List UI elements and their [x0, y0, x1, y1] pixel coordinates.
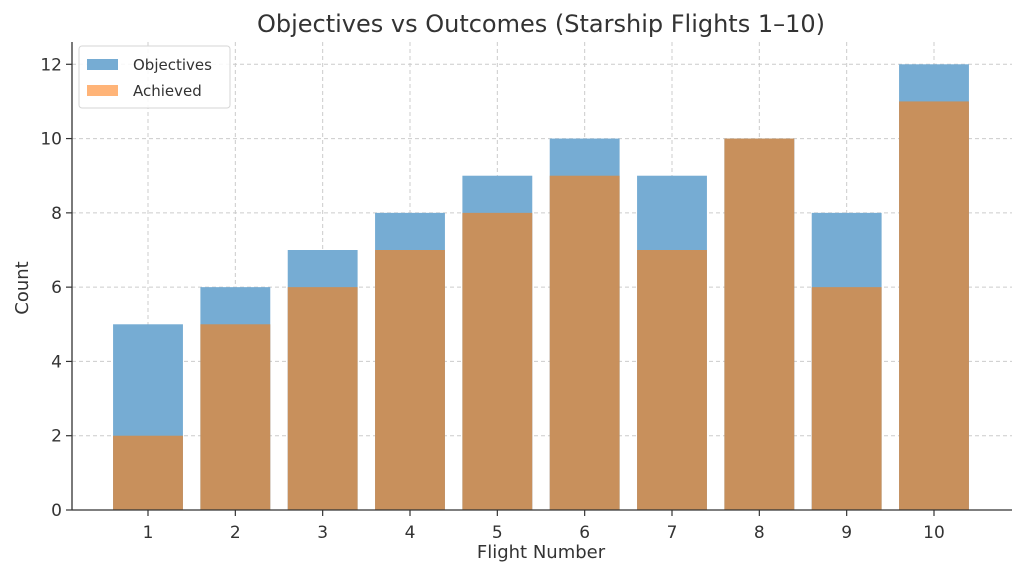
y-tick-label: 10: [40, 130, 62, 150]
y-tick-label: 12: [40, 55, 62, 75]
bar-achieved: [113, 435, 183, 510]
legend-label-achieved: Achieved: [133, 82, 202, 100]
chart-title: Objectives vs Outcomes (Starship Flights…: [257, 10, 825, 38]
x-tick-label: 1: [143, 523, 154, 543]
x-tick-label: 8: [754, 523, 765, 543]
y-tick-label: 4: [51, 352, 62, 372]
x-axis-label: Flight Number: [477, 542, 606, 563]
bar-achieved: [287, 287, 358, 510]
y-tick-label: 2: [51, 427, 62, 447]
bar-achieved: [462, 212, 533, 510]
bar-achieved: [375, 250, 445, 510]
x-tick-label: 6: [579, 523, 590, 543]
legend: Objectives Achieved: [78, 45, 231, 109]
bar-achieved: [637, 250, 707, 510]
y-tick-labels: 0 2 4 6 8 10 12: [40, 55, 62, 521]
x-tick-labels: 1 2 3 4 5 6 7 8 9 10: [143, 523, 945, 543]
y-tick-label: 0: [51, 501, 62, 521]
x-tick-label: 10: [923, 523, 945, 543]
bar-achieved: [549, 175, 620, 510]
x-tick-label: 3: [317, 523, 328, 543]
y-axis-label: Count: [12, 261, 33, 314]
bar-achieved: [200, 324, 271, 510]
axes-layer: [66, 42, 1012, 516]
bar-achieved: [811, 287, 882, 510]
y-tick-label: 6: [51, 278, 62, 298]
x-tick-label: 2: [230, 523, 241, 543]
bar-achieved: [899, 101, 969, 510]
bar-achieved: [724, 138, 795, 511]
x-tick-label: 7: [667, 523, 678, 543]
x-tick-label: 5: [492, 523, 503, 543]
legend-swatch-objectives: [87, 59, 118, 70]
legend-label-objectives: Objectives: [133, 56, 212, 74]
legend-swatch-achieved: [87, 85, 118, 96]
x-tick-label: 9: [841, 523, 852, 543]
bars-layer: [113, 64, 969, 511]
y-tick-label: 8: [51, 204, 62, 224]
x-tick-label: 4: [405, 523, 416, 543]
